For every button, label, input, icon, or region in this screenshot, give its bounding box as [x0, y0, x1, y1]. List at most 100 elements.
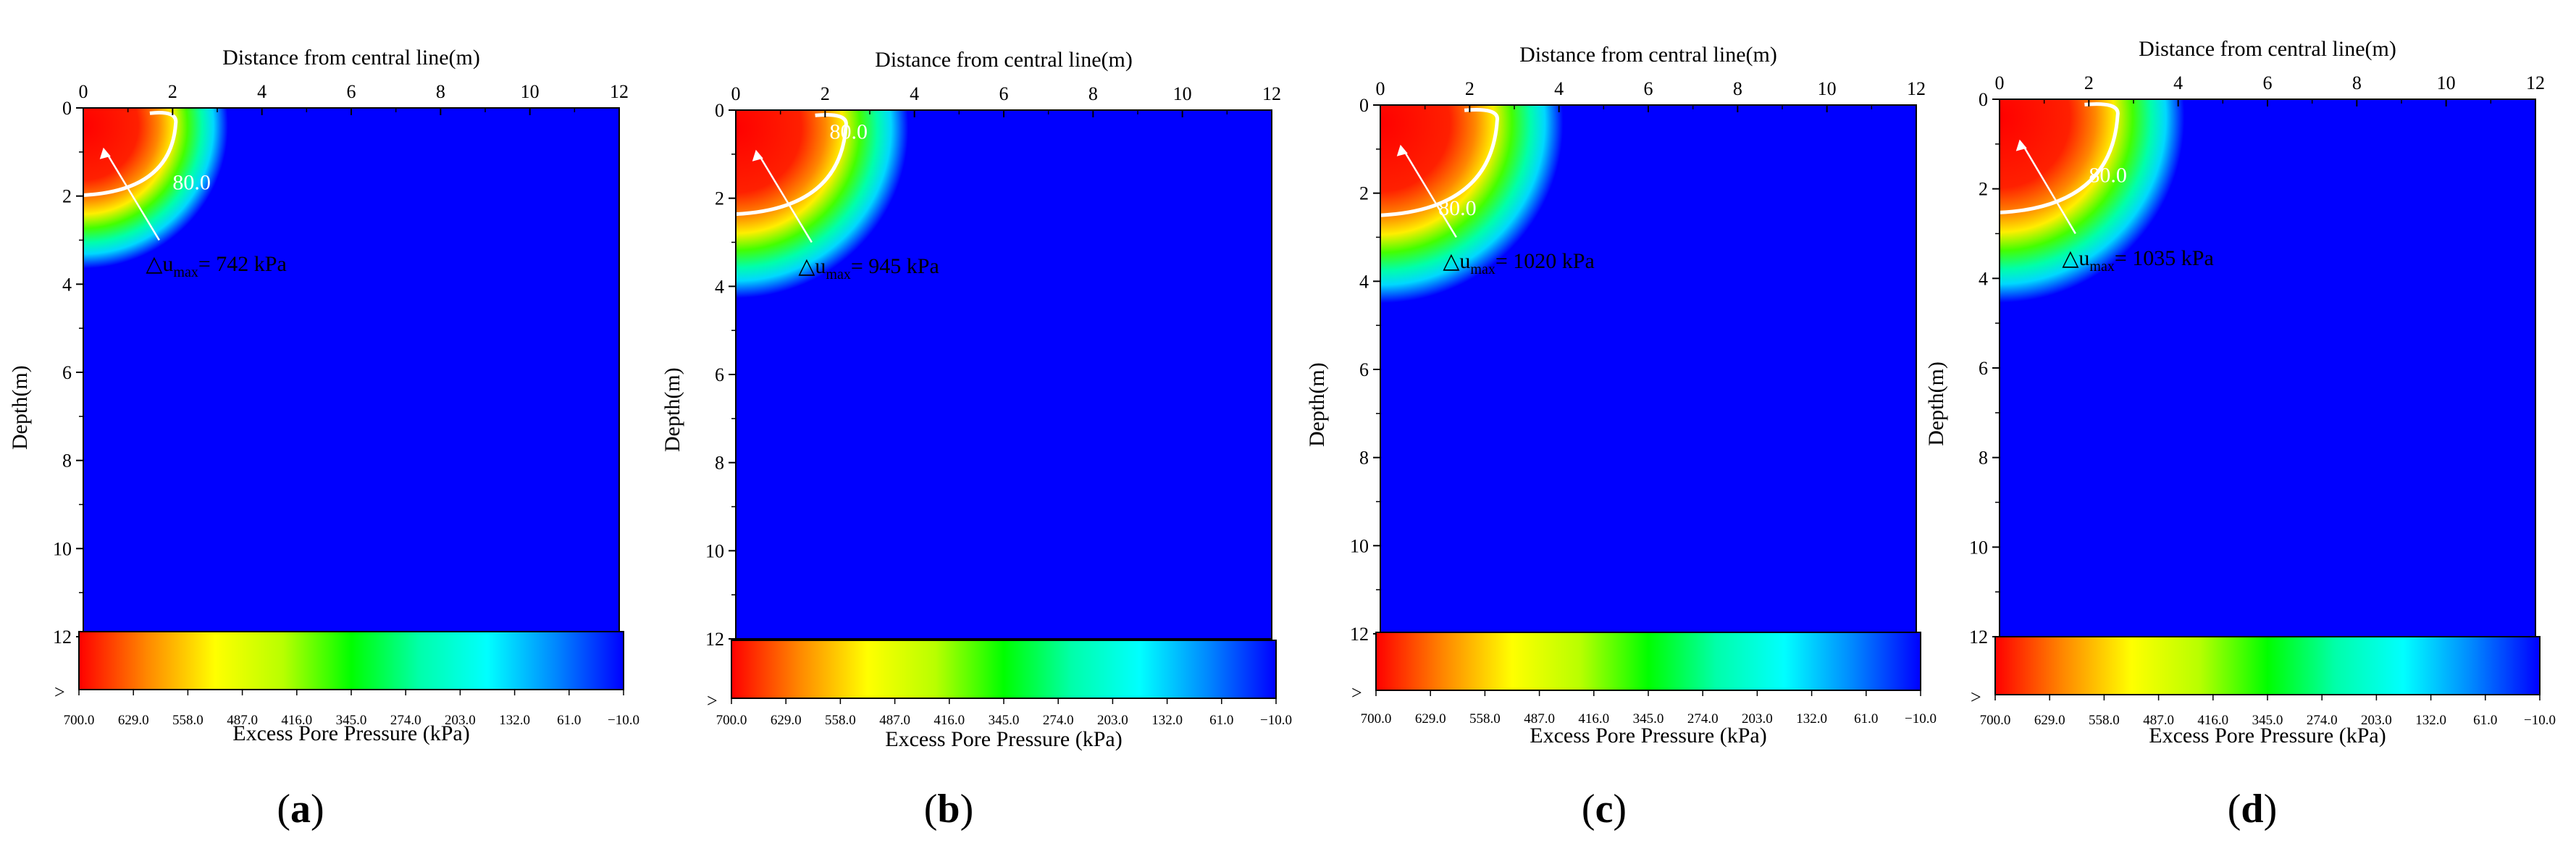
colorbar-over-marker: > [1971, 687, 1981, 708]
x-tick-label: 0 [79, 81, 88, 102]
y-tick-label: 2 [715, 188, 724, 209]
colorbar-tick-label: 132.0 [1796, 711, 1827, 727]
x-tick-label: 2 [821, 83, 830, 104]
colorbar-tick-label: 274.0 [2307, 713, 2338, 728]
colorbar-over-marker: > [54, 682, 65, 703]
y-tick-label: 8 [1359, 448, 1369, 469]
panel-c: 0 2 4 6 8 10 12 0 2 4 6 8 10 12 Distance from central … [1305, 43, 1937, 832]
panel-label: (b) [924, 787, 973, 832]
pressure-bulb [736, 110, 909, 298]
colorbar-tick-label: 132.0 [499, 713, 530, 728]
contour-label: 80.0 [830, 120, 868, 144]
colorbar-tick-label: 700.0 [64, 713, 95, 728]
pressure-bulb [2000, 99, 2185, 303]
y-axis-title: Depth(m) [8, 365, 32, 450]
x-tick-label: 10 [521, 81, 540, 102]
y-tick-label: 12 [1969, 627, 1988, 648]
colorbar-over-marker: > [1351, 682, 1362, 703]
panel-label: (d) [2228, 787, 2277, 832]
x-tick-label: 4 [1554, 78, 1564, 99]
colorbar-title: Excess Pore Pressure (kPa) [232, 721, 469, 745]
annotation-arrow [2023, 146, 2076, 235]
colorbar-tick-label: 629.0 [2034, 713, 2065, 728]
y-tick-label: 12 [53, 627, 72, 648]
y-tick-label: 10 [53, 538, 72, 559]
colorbar [1375, 632, 1921, 691]
x-tick-label: 0 [1995, 72, 2005, 93]
colorbar-tick-label: 132.0 [2415, 713, 2446, 728]
colorbar-tick-label: −10.0 [608, 713, 639, 728]
colorbar-tick-label: 487.0 [2143, 713, 2174, 728]
contour-line-80 [2000, 102, 2120, 214]
colorbar-tick-label: −10.0 [1905, 711, 1937, 727]
x-tick-label: 2 [1465, 78, 1474, 99]
colorbar-tick-label: 487.0 [879, 713, 910, 728]
y-tick-label: 6 [1359, 359, 1369, 380]
colorbar-tick-label: 345.0 [989, 713, 1020, 728]
colorbar-tick-label: 558.0 [172, 713, 204, 728]
colorbar-tick-label: 700.0 [1361, 711, 1392, 727]
x-tick-label: 6 [347, 81, 356, 102]
panel-label: (a) [277, 787, 324, 832]
x-tick-label: 8 [1088, 83, 1098, 104]
colorbar-tick-label: 700.0 [1980, 713, 2011, 728]
panel-a: 0 2 4 6 8 10 12 0 2 4 6 8 10 12 Distance from central … [8, 46, 639, 832]
x-tick-label: 12 [1907, 78, 1926, 99]
contour-line-80 [736, 113, 848, 217]
panel-b: 0 2 4 6 8 10 12 0 2 4 6 8 10 12 Distance from central … [660, 48, 1292, 832]
contour-line-80 [1380, 108, 1499, 217]
colorbar-tick-label: 345.0 [1633, 711, 1664, 727]
x-tick-label: 0 [731, 83, 741, 104]
annotation-arrowhead [1396, 144, 1408, 156]
colorbar-tick-label: 61.0 [1854, 711, 1878, 727]
y-axis-title: Depth(m) [1924, 361, 1948, 446]
colorbar-tick-label: 203.0 [1097, 713, 1128, 728]
x-tick-label: 4 [910, 83, 919, 104]
colorbar-tick-label: 61.0 [1209, 713, 1233, 728]
panel-label: (c) [1582, 787, 1627, 832]
x-tick-label: 10 [1818, 78, 1837, 99]
x-tick-label: 6 [999, 83, 1009, 104]
x-axis-title: Distance from central line(m) [1519, 43, 1777, 67]
delta-u-max-annotation: △umax= 742 kPa [146, 252, 286, 280]
y-tick-label: 0 [1979, 89, 1988, 110]
colorbar-tick-label: 629.0 [771, 713, 802, 728]
y-tick-label: 4 [1359, 271, 1369, 292]
y-tick-label: 2 [1979, 179, 1988, 200]
y-tick-label: 2 [1359, 183, 1369, 204]
colorbar-tick-label: 61.0 [2473, 713, 2497, 728]
colorbar-tick-label: 61.0 [557, 713, 581, 728]
x-tick-label: 12 [2526, 72, 2545, 93]
colorbar-tick-label: 558.0 [2089, 713, 2120, 728]
colorbar-tick-label: −10.0 [1260, 713, 1292, 728]
x-axis-title: Distance from central line(m) [222, 46, 480, 70]
y-tick-label: 4 [62, 274, 72, 295]
pressure-bulb [1380, 105, 1564, 303]
annotation-arrowhead [99, 147, 111, 159]
y-tick-label: 0 [1359, 95, 1369, 116]
colorbar-tick-label: 203.0 [2361, 713, 2392, 728]
colorbar-tick-label: 487.0 [227, 713, 258, 728]
delta-u-max-annotation: △umax= 1035 kPa [2062, 246, 2213, 275]
x-axis-title: Distance from central line(m) [875, 48, 1133, 72]
annotation-arrowhead [2015, 139, 2027, 151]
colorbar-tick-label: 345.0 [2252, 713, 2283, 728]
x-tick-label: 8 [2352, 72, 2362, 93]
colorbar-tick-label: 416.0 [1578, 711, 1609, 727]
y-axis-title: Depth(m) [1305, 362, 1329, 447]
y-tick-label: 0 [715, 100, 724, 121]
x-tick-label: 6 [2263, 72, 2273, 93]
colorbar-over-marker: > [707, 690, 718, 711]
colorbar-tick-label: 558.0 [1469, 711, 1501, 727]
delta-u-max-annotation: △umax= 945 kPa [798, 254, 939, 282]
x-tick-label: 4 [257, 81, 267, 102]
delta-u-max-annotation: △umax= 1020 kPa [1443, 249, 1594, 277]
pressure-bulb [83, 108, 228, 269]
colorbar-tick-label: 274.0 [1043, 713, 1074, 728]
annotation-arrow [759, 156, 813, 243]
y-tick-label: 0 [62, 98, 72, 119]
colorbar [78, 631, 624, 690]
colorbar-tick-label: 274.0 [390, 713, 421, 728]
x-tick-label: 12 [1262, 83, 1281, 104]
